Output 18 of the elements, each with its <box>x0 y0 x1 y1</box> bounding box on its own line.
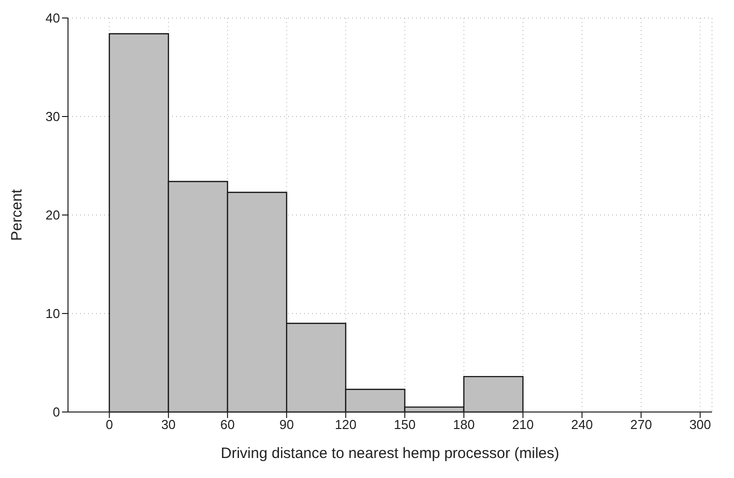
x-tick-label: 120 <box>334 417 357 432</box>
x-tick-label: 300 <box>689 417 712 432</box>
x-tick-label: 60 <box>220 417 235 432</box>
x-tick-label: 150 <box>394 417 416 432</box>
y-tick-label: 40 <box>46 10 60 26</box>
x-tick-label: 0 <box>106 417 113 432</box>
y-axis-title: Percent <box>8 188 26 241</box>
x-tick-label: 270 <box>630 417 652 432</box>
x-tick-label: 180 <box>453 417 475 432</box>
y-tick-label: 10 <box>46 306 60 322</box>
y-tick-label: 0 <box>52 404 60 420</box>
x-tick-label: 30 <box>161 417 176 432</box>
x-axis-title: Driving distance to nearest hemp processor (miles) <box>220 445 560 462</box>
x-tick-label: 210 <box>512 417 534 432</box>
y-tick-label: 20 <box>46 208 60 223</box>
x-tick-label: 240 <box>571 417 593 432</box>
y-tick-label: 30 <box>46 109 60 124</box>
x-tick-label: 90 <box>279 417 294 432</box>
